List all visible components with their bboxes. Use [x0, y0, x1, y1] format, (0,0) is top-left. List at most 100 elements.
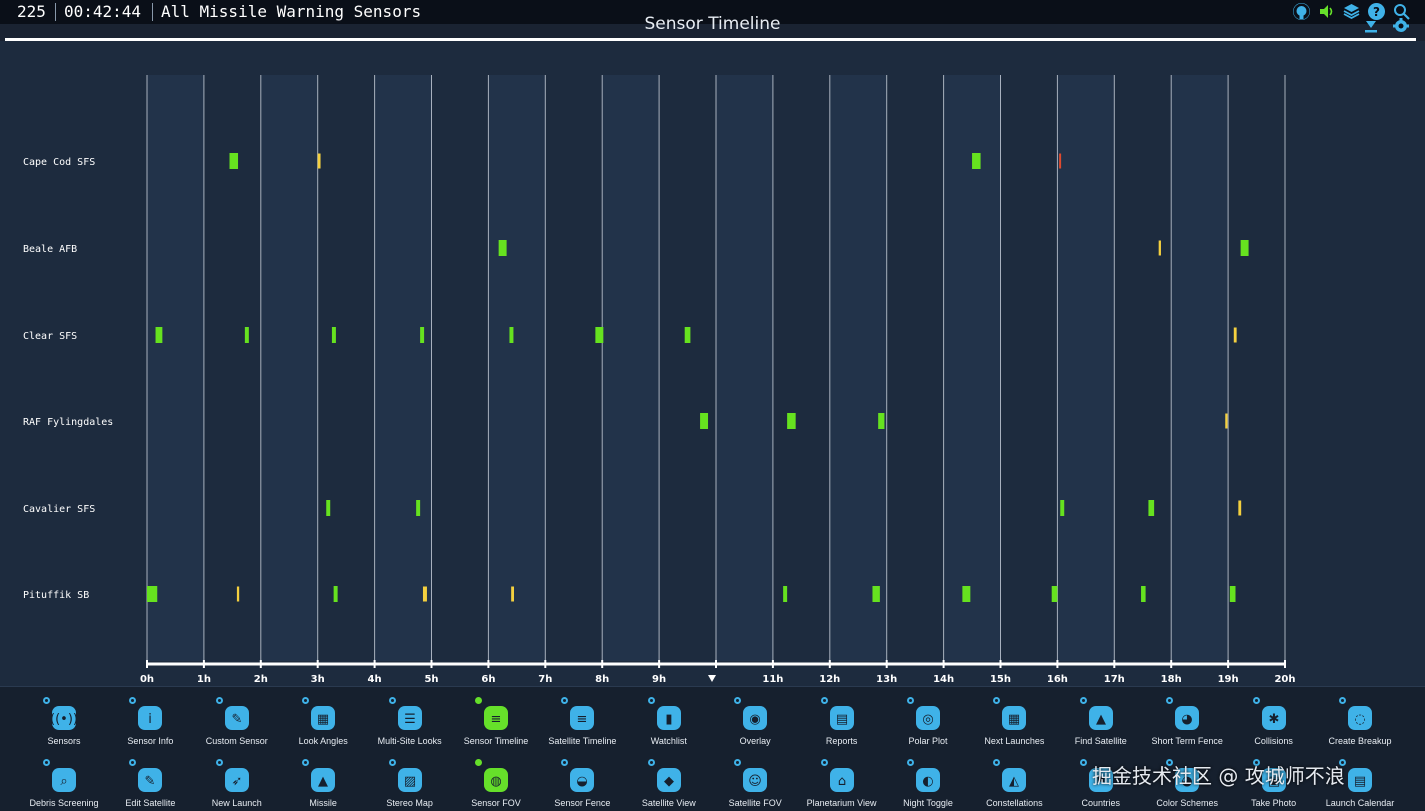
menu-item-label: Custom Sensor: [205, 736, 268, 746]
x-tick-label: 3h: [311, 674, 325, 685]
menu-item-sensor-fence[interactable]: ◒ Sensor Fence: [539, 759, 625, 808]
settings-icon[interactable]: [1391, 17, 1411, 33]
watermark: 掘金技术社区 @ 攻城师不浪: [1092, 764, 1345, 788]
pass-bar[interactable]: [878, 413, 885, 429]
search-icon[interactable]: [1393, 3, 1410, 20]
menu-item-sensor-fov[interactable]: ◍ Sensor FOV: [453, 759, 539, 808]
clock[interactable]: 00:42:44: [64, 2, 142, 21]
globe-icon: ◍: [475, 759, 511, 795]
menu-item-stereo-map[interactable]: ▨ Stereo Map: [367, 759, 453, 808]
pass-bar[interactable]: [236, 586, 240, 602]
pass-bar[interactable]: [498, 240, 507, 256]
pass-bar[interactable]: [155, 327, 163, 343]
pass-bar[interactable]: [1238, 500, 1242, 516]
menu-item-label: Satellite Timeline: [548, 736, 617, 746]
menu-item-launch-calendar[interactable]: ▤ Launch Calendar: [1317, 759, 1403, 808]
pass-bar[interactable]: [1229, 586, 1236, 602]
menu-item-watchlist[interactable]: ▮ Watchlist: [626, 697, 712, 746]
menu-item-color-schemes[interactable]: ◕ Color Schemes: [1144, 759, 1230, 808]
pass-bar[interactable]: [1158, 240, 1161, 256]
pass-bar[interactable]: [331, 327, 336, 343]
menu-item-next-launches[interactable]: ▦ Next Launches: [971, 697, 1057, 746]
menu-item-look-angles[interactable]: ▦ Look Angles: [280, 697, 366, 746]
sound-icon[interactable]: [1318, 3, 1335, 20]
menu-item-sensor-info[interactable]: i Sensor Info: [107, 697, 193, 746]
pass-bar[interactable]: [1060, 500, 1065, 516]
svg-text:▤: ▤: [1354, 774, 1366, 789]
menu-item-label: New Launch: [211, 798, 262, 808]
svg-text:◉: ◉: [750, 712, 761, 727]
menu-item-collisions[interactable]: ✱ Collisions: [1231, 697, 1317, 746]
pass-bar[interactable]: [1148, 500, 1155, 516]
pass-bar[interactable]: [229, 153, 239, 169]
pass-bar[interactable]: [416, 500, 421, 516]
pass-bar[interactable]: [317, 153, 321, 169]
menu-item-satellite-fov[interactable]: ☺ Satellite FOV: [712, 759, 798, 808]
menu-item-polar-plot[interactable]: ◎ Polar Plot: [885, 697, 971, 746]
pass-bar[interactable]: [333, 586, 338, 602]
menu-item-create-breakup[interactable]: ◌ Create Breakup: [1317, 697, 1403, 746]
pass-bar[interactable]: [147, 586, 158, 602]
menu-item-sensor-timeline[interactable]: ≡ Sensor Timeline: [453, 697, 539, 746]
menu-item-satellite-timeline[interactable]: ≡ Satellite Timeline: [539, 697, 625, 746]
menu-item-countries[interactable]: ⚑ Countries: [1058, 759, 1144, 808]
status-dot: [129, 697, 137, 704]
pass-bar[interactable]: [700, 413, 709, 429]
menu-item-night-toggle[interactable]: ◐ Night Toggle: [885, 759, 971, 808]
menu-item-constellations[interactable]: ◭ Constellations: [971, 759, 1057, 808]
menu-item-sensors[interactable]: ((•)) Sensors: [21, 697, 107, 746]
svg-text:◍: ◍: [490, 774, 501, 789]
status-dot: [734, 759, 742, 766]
radar-icon: ◒: [561, 759, 597, 795]
pass-bar[interactable]: [787, 413, 796, 429]
svg-text:⌂: ⌂: [837, 774, 845, 789]
menu-item-label: Take Photo: [1251, 798, 1297, 808]
divider: [152, 3, 153, 21]
menu-item-find-satellite[interactable]: ▲ Find Satellite: [1058, 697, 1144, 746]
pass-bar[interactable]: [1240, 240, 1249, 256]
github-icon[interactable]: [1293, 3, 1310, 20]
menu-item-short-term-fence[interactable]: ◕ Short Term Fence: [1144, 697, 1230, 746]
pass-bar[interactable]: [420, 327, 425, 343]
menu-item-debris-screening[interactable]: ⌕ Debris Screening: [21, 759, 107, 808]
help-icon[interactable]: ?: [1368, 3, 1385, 20]
svg-text:☰: ☰: [404, 712, 416, 727]
pass-bar[interactable]: [1059, 153, 1062, 169]
sensor-timeline-chart[interactable]: Cape Cod SFS Beale AFB Clear SFS RAF Fyling…: [0, 41, 1425, 686]
pass-bar[interactable]: [511, 586, 515, 602]
pass-bar[interactable]: [1051, 586, 1058, 602]
pass-bar[interactable]: [1225, 413, 1228, 429]
svg-text:▨: ▨: [403, 774, 415, 789]
download-icon[interactable]: [1362, 19, 1380, 33]
pass-bar[interactable]: [509, 327, 514, 343]
pass-bar[interactable]: [595, 327, 604, 343]
status-dot: [475, 759, 482, 766]
menu-item-label: Sensors: [47, 736, 81, 746]
pass-bar[interactable]: [422, 586, 427, 602]
pass-bar[interactable]: [1233, 327, 1237, 343]
pass-bar[interactable]: [872, 586, 880, 602]
svg-text:◐: ◐: [922, 774, 933, 789]
pass-bar[interactable]: [783, 586, 788, 602]
menu-item-multi-site-looks[interactable]: ☰ Multi-Site Looks: [367, 697, 453, 746]
menu-item-custom-sensor[interactable]: ✎ Custom Sensor: [194, 697, 280, 746]
menu-item-satellite-view[interactable]: ◆ Satellite View: [626, 759, 712, 808]
pass-bar[interactable]: [962, 586, 971, 602]
menu-item-edit-satellite[interactable]: ✎ Edit Satellite: [107, 759, 193, 808]
menu-item-overlay[interactable]: ◉ Overlay: [712, 697, 798, 746]
menu-item-new-launch[interactable]: ➶ New Launch: [194, 759, 280, 808]
status-dot: [1079, 759, 1087, 766]
pass-bar[interactable]: [1141, 586, 1146, 602]
menu-item-planetarium-view[interactable]: ⌂ Planetarium View: [799, 759, 885, 808]
x-tick-label: 9h: [652, 674, 666, 685]
pass-bar[interactable]: [244, 327, 249, 343]
layers-icon[interactable]: [1343, 3, 1360, 20]
pass-bar[interactable]: [326, 500, 331, 516]
menu-item-take-photo[interactable]: ▣ Take Photo: [1231, 759, 1317, 808]
menu-item-missile[interactable]: ▲ Missile: [280, 759, 366, 808]
pass-bar[interactable]: [972, 153, 981, 169]
pass-bar[interactable]: [684, 327, 691, 343]
menu-item-reports[interactable]: ▤ Reports: [799, 697, 885, 746]
svg-text:◒: ◒: [577, 774, 588, 789]
hour-band: [943, 75, 1001, 661]
